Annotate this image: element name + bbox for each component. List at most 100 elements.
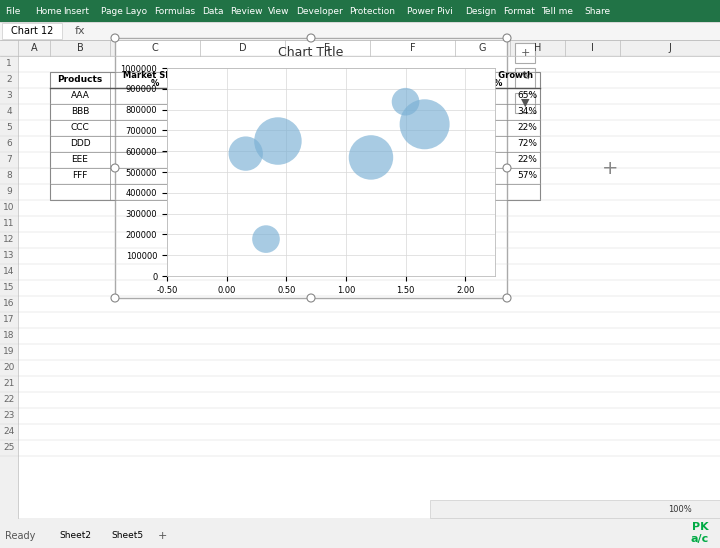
Text: CCC: CCC <box>71 123 89 133</box>
Text: Share: Share <box>584 7 610 15</box>
Text: FFF: FFF <box>72 172 88 180</box>
Text: 0.33: 0.33 <box>347 123 367 133</box>
Text: 19: 19 <box>4 347 14 357</box>
Text: I: I <box>591 43 594 53</box>
Text: 1: 1 <box>6 60 12 68</box>
Text: 588399: 588399 <box>418 107 452 117</box>
Text: G: G <box>479 43 486 53</box>
Text: C: C <box>152 43 158 53</box>
Text: ▼: ▼ <box>521 98 529 108</box>
Text: 22: 22 <box>4 396 14 404</box>
Text: View: View <box>268 7 289 15</box>
Text: 23: 23 <box>4 412 14 420</box>
Text: Home: Home <box>35 7 62 15</box>
Text: 14: 14 <box>4 267 14 277</box>
Text: 1.50: 1.50 <box>347 156 367 164</box>
Circle shape <box>503 34 511 42</box>
Text: $: $ <box>410 79 415 88</box>
Text: 12: 12 <box>4 236 14 244</box>
Text: 7.0%: 7.0% <box>174 107 197 117</box>
Text: 57%: 57% <box>517 172 537 180</box>
Text: Developer: Developer <box>296 7 343 15</box>
Text: Sheet5: Sheet5 <box>111 532 143 540</box>
Text: 0.16: 0.16 <box>347 107 367 117</box>
Text: 21: 21 <box>4 380 14 389</box>
Text: Review: Review <box>230 7 263 15</box>
Text: +: + <box>602 158 618 178</box>
Text: Relative Market: Relative Market <box>289 71 365 81</box>
Text: +: + <box>157 531 167 541</box>
Text: 11: 11 <box>4 220 14 229</box>
Text: 7: 7 <box>6 156 12 164</box>
Text: 17: 17 <box>4 316 14 324</box>
Text: 13.0%: 13.0% <box>168 156 197 164</box>
Text: J: J <box>669 43 672 53</box>
Text: 729405: 729405 <box>418 140 452 149</box>
Bar <box>0 56 18 518</box>
Text: 6: 6 <box>6 140 12 149</box>
Text: 60%: 60% <box>262 123 282 133</box>
Text: %: % <box>493 79 502 88</box>
Text: 13: 13 <box>4 252 14 260</box>
Bar <box>0 56 720 518</box>
Text: E: E <box>325 43 330 53</box>
Text: 14%: 14% <box>262 172 282 180</box>
Circle shape <box>111 294 119 302</box>
Circle shape <box>307 34 315 42</box>
Text: F: F <box>410 43 415 53</box>
Bar <box>515 93 535 113</box>
Text: H: H <box>534 43 541 53</box>
Text: BBB: BBB <box>71 107 89 117</box>
Point <box>419 120 431 129</box>
Bar <box>115 38 507 298</box>
Text: B: B <box>76 43 84 53</box>
Text: AAA: AAA <box>71 92 89 100</box>
Bar <box>50 526 100 546</box>
Text: 2: 2 <box>6 76 12 84</box>
Text: 10: 10 <box>4 203 14 213</box>
Text: Market Share: Market Share <box>123 71 187 81</box>
Text: 17.0%: 17.0% <box>168 172 197 180</box>
Text: 4: 4 <box>6 107 12 117</box>
Text: 100%: 100% <box>668 505 692 513</box>
Bar <box>154 528 170 544</box>
Text: 12.0%: 12.0% <box>168 92 197 100</box>
Text: 648860: 648860 <box>418 92 452 100</box>
Text: 15: 15 <box>4 283 14 293</box>
Text: fx: fx <box>75 26 85 36</box>
Text: 34%: 34% <box>262 156 282 164</box>
Text: 65%: 65% <box>517 92 537 100</box>
Text: File: File <box>5 7 20 15</box>
Text: +: + <box>521 48 530 58</box>
Text: 1.66: 1.66 <box>347 140 367 149</box>
Text: DDD: DDD <box>70 140 90 149</box>
Text: 569985: 569985 <box>418 172 452 180</box>
Text: 16: 16 <box>4 300 14 309</box>
Text: 9: 9 <box>6 187 12 197</box>
Text: 29%: 29% <box>262 140 282 149</box>
Text: ✎: ✎ <box>521 73 530 83</box>
Text: A: A <box>31 43 37 53</box>
Circle shape <box>111 34 119 42</box>
Text: Format: Format <box>503 7 535 15</box>
Text: 48.0%: 48.0% <box>168 140 197 149</box>
Text: Products: Products <box>58 76 103 84</box>
Text: 177443: 177443 <box>418 123 452 133</box>
Text: 3: 3 <box>6 92 12 100</box>
Text: Power Pivi: Power Pivi <box>407 7 453 15</box>
Text: Ready: Ready <box>5 531 35 541</box>
Bar <box>515 43 535 63</box>
Point <box>365 153 377 162</box>
Text: 1.21: 1.21 <box>347 172 367 180</box>
Bar <box>0 0 720 22</box>
Text: Insert: Insert <box>63 7 89 15</box>
Text: 24: 24 <box>4 427 14 437</box>
Point <box>272 136 284 145</box>
Text: 28%: 28% <box>262 92 282 100</box>
Text: 838025: 838025 <box>418 156 452 164</box>
Bar <box>515 68 535 88</box>
Text: Design: Design <box>465 7 496 15</box>
Text: Sheet2: Sheet2 <box>59 532 91 540</box>
Text: Market Growth: Market Growth <box>462 71 533 81</box>
Text: 8: 8 <box>6 172 12 180</box>
